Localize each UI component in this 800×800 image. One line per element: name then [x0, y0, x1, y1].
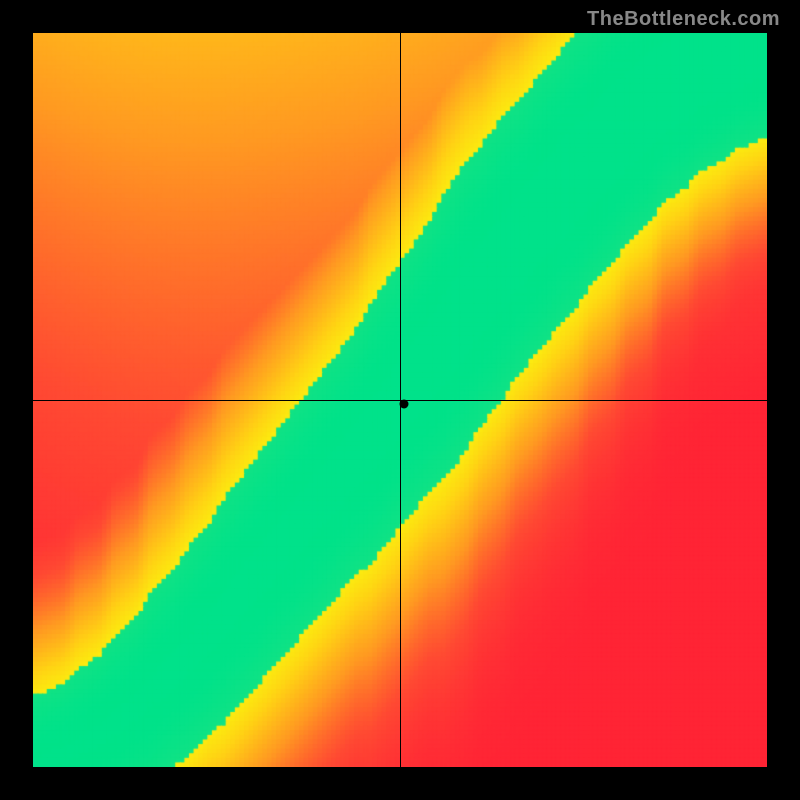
- watermark-text: TheBottleneck.com: [587, 8, 780, 31]
- chart-root: TheBottleneck.com: [0, 0, 800, 800]
- heatmap-canvas: [33, 33, 767, 767]
- heatmap-plot-area: [33, 33, 767, 767]
